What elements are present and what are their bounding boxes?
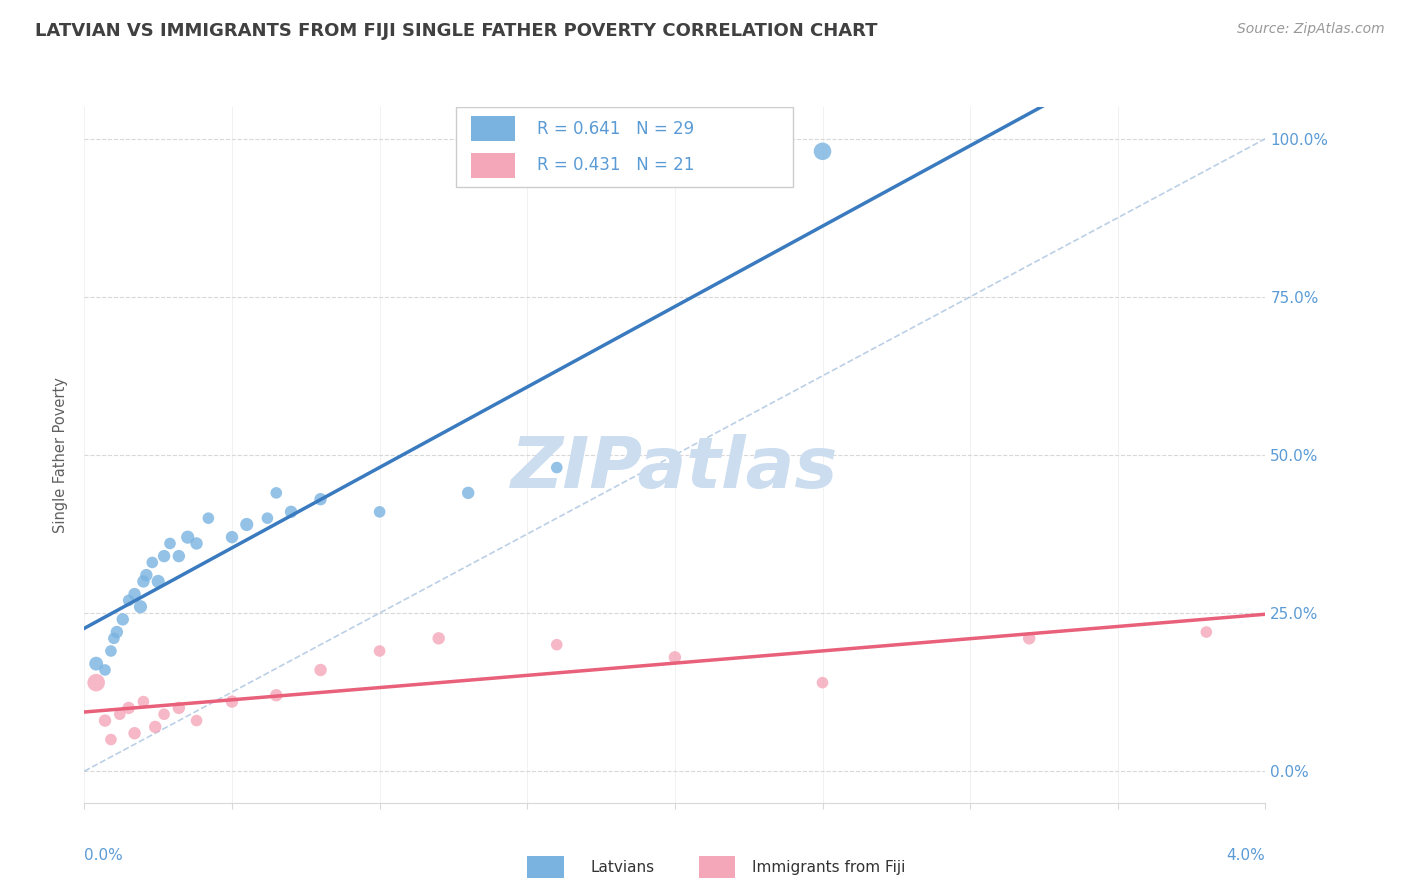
Point — [256, 511, 278, 525]
Point — [132, 695, 155, 709]
Point — [186, 536, 208, 550]
Point — [427, 632, 450, 646]
Point — [135, 568, 157, 582]
Point — [186, 714, 208, 728]
Text: R = 0.431   N = 21: R = 0.431 N = 21 — [537, 156, 695, 175]
Point — [546, 638, 568, 652]
Point — [129, 599, 152, 614]
Point — [105, 625, 128, 640]
Point — [1018, 632, 1040, 646]
Point — [153, 549, 176, 563]
Point — [309, 663, 332, 677]
Point — [264, 486, 288, 500]
Text: Source: ZipAtlas.com: Source: ZipAtlas.com — [1237, 22, 1385, 37]
Point — [236, 517, 259, 532]
Point — [457, 486, 479, 500]
Text: LATVIAN VS IMMIGRANTS FROM FIJI SINGLE FATHER POVERTY CORRELATION CHART: LATVIAN VS IMMIGRANTS FROM FIJI SINGLE F… — [35, 22, 877, 40]
Y-axis label: Single Father Poverty: Single Father Poverty — [53, 377, 69, 533]
Point — [143, 720, 166, 734]
Point — [177, 530, 200, 544]
Point — [811, 675, 834, 690]
Point — [94, 714, 117, 728]
Point — [153, 707, 176, 722]
Point — [221, 695, 243, 709]
Text: ZIPatlas: ZIPatlas — [512, 434, 838, 503]
Text: Immigrants from Fiji: Immigrants from Fiji — [752, 860, 905, 874]
Point — [148, 574, 170, 589]
Bar — [471, 153, 516, 178]
Point — [111, 612, 134, 626]
Text: Latvians: Latvians — [591, 860, 655, 874]
Bar — [471, 116, 516, 142]
Point — [100, 732, 122, 747]
Point — [100, 644, 122, 658]
Point — [159, 536, 181, 550]
Text: 4.0%: 4.0% — [1226, 848, 1265, 863]
Text: 0.0%: 0.0% — [84, 848, 124, 863]
Point — [167, 549, 190, 563]
Point — [264, 688, 288, 702]
Text: R = 0.641   N = 29: R = 0.641 N = 29 — [537, 120, 693, 137]
Point — [84, 657, 107, 671]
Point — [546, 460, 568, 475]
Point — [664, 650, 686, 665]
Point — [108, 707, 131, 722]
Point — [132, 574, 155, 589]
Point — [103, 632, 125, 646]
Point — [167, 701, 190, 715]
Point — [280, 505, 302, 519]
Point — [221, 530, 243, 544]
Point — [84, 675, 107, 690]
Point — [94, 663, 117, 677]
Point — [811, 145, 834, 159]
Point — [309, 492, 332, 507]
Point — [124, 726, 146, 740]
Point — [141, 556, 163, 570]
Point — [118, 701, 141, 715]
FancyBboxPatch shape — [457, 107, 793, 187]
Point — [368, 505, 391, 519]
Point — [124, 587, 146, 601]
Point — [197, 511, 219, 525]
Point — [118, 593, 141, 607]
Point — [1195, 625, 1218, 640]
Point — [368, 644, 391, 658]
